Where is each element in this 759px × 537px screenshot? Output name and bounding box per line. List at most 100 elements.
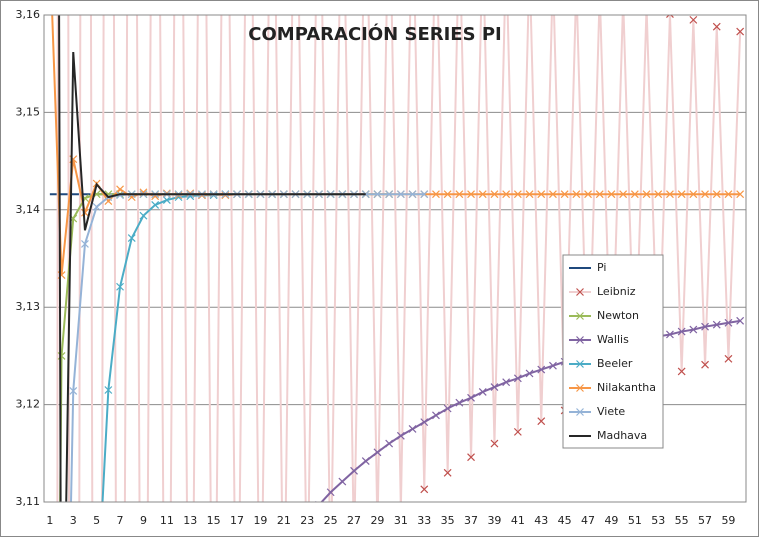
point-marker	[408, 425, 417, 433]
x-tick-label: 7	[117, 514, 124, 527]
x-tick-label: 9	[140, 514, 147, 527]
x-tick-label: 15	[207, 514, 221, 527]
x-tick-label: 3	[70, 514, 77, 527]
legend-marker	[576, 360, 584, 368]
point-marker	[69, 387, 78, 395]
x-tick-label: 1	[46, 514, 53, 527]
point-marker	[513, 190, 522, 199]
point-marker	[116, 185, 124, 194]
x-tick-label: 11	[160, 514, 174, 527]
point-marker	[467, 453, 475, 462]
y-tick-label: 3,14	[16, 203, 41, 216]
legend: Pi Leibniz Newton Wallis Beeler Nilakantha Vie…	[562, 254, 664, 449]
point-marker	[420, 190, 429, 199]
y-tick-label: 3,15	[16, 105, 41, 118]
legend-marker	[576, 384, 584, 392]
x-tick-label: 43	[534, 514, 548, 527]
point-marker	[478, 190, 487, 199]
x-tick-label: 41	[511, 514, 525, 527]
x-tick-label: 53	[651, 514, 665, 527]
point-marker	[549, 361, 557, 370]
x-tick-label: 31	[394, 514, 408, 527]
point-marker	[502, 378, 511, 387]
x-tick-label: 47	[581, 514, 595, 527]
legend-marker	[576, 408, 584, 416]
point-marker	[396, 190, 405, 199]
legend-label: Pi	[597, 261, 606, 274]
point-marker	[677, 367, 686, 376]
point-marker	[549, 190, 557, 199]
legend-label: Wallis	[597, 333, 629, 346]
point-marker	[689, 325, 698, 334]
point-marker	[712, 190, 721, 199]
series-line	[58, 15, 366, 502]
point-marker	[455, 398, 464, 407]
point-marker	[385, 190, 394, 199]
y-tick-label: 3,11	[16, 495, 41, 508]
point-marker	[467, 393, 475, 402]
x-tick-label: 17	[230, 514, 244, 527]
x-tick-label: 55	[675, 514, 689, 527]
point-marker	[396, 431, 405, 440]
point-marker	[104, 386, 113, 394]
point-marker	[432, 190, 440, 199]
point-marker	[736, 190, 745, 199]
point-marker	[127, 234, 136, 242]
point-marker	[666, 190, 674, 199]
x-tick-label: 27	[347, 514, 361, 527]
x-tick-label: 57	[698, 514, 712, 527]
legend-label: Viete	[597, 405, 625, 418]
legend-label: Newton	[597, 309, 639, 322]
legend-marker	[576, 288, 584, 296]
point-marker	[712, 320, 721, 329]
x-tick-label: 5	[93, 514, 100, 527]
point-marker	[537, 190, 546, 199]
point-marker	[478, 388, 487, 396]
legend-marker	[576, 336, 584, 344]
x-tick-label: 49	[604, 514, 618, 527]
point-marker	[81, 239, 89, 248]
point-marker	[92, 202, 101, 211]
point-marker	[490, 383, 499, 391]
point-marker	[443, 190, 452, 199]
point-marker	[677, 190, 686, 199]
point-marker	[420, 485, 429, 494]
point-marker	[116, 282, 124, 291]
point-marker	[701, 190, 709, 199]
point-marker	[724, 190, 733, 199]
point-marker	[162, 196, 171, 204]
plot-border	[43, 14, 747, 503]
x-tick-label: 33	[417, 514, 431, 527]
point-marker	[408, 190, 417, 199]
point-marker	[666, 330, 674, 339]
point-marker	[420, 418, 429, 427]
point-marker	[151, 201, 160, 209]
point-marker	[513, 374, 522, 383]
point-marker	[338, 477, 347, 486]
point-marker	[595, 190, 604, 199]
point-marker	[736, 27, 745, 36]
legend-box	[562, 254, 664, 449]
x-tick-label: 21	[277, 514, 291, 527]
plot-area	[49, 15, 745, 502]
x-tick-label: 25	[324, 514, 338, 527]
point-marker	[443, 468, 452, 477]
point-marker	[712, 22, 721, 31]
y-tick-label: 3,12	[16, 398, 41, 411]
legend-label: Beeler	[597, 357, 633, 370]
point-marker	[724, 318, 733, 327]
point-marker	[81, 208, 89, 217]
point-marker	[689, 15, 698, 24]
point-marker	[630, 190, 639, 199]
y-tick-label: 3,13	[16, 300, 41, 313]
x-tick-label: 35	[441, 514, 455, 527]
point-marker	[677, 327, 686, 336]
x-tick-label: 37	[464, 514, 478, 527]
point-marker	[139, 211, 148, 220]
chart-title: COMPARACIÓN SERIES PI	[248, 23, 501, 45]
point-marker	[502, 190, 511, 199]
point-marker	[701, 360, 709, 369]
point-marker	[654, 190, 663, 199]
